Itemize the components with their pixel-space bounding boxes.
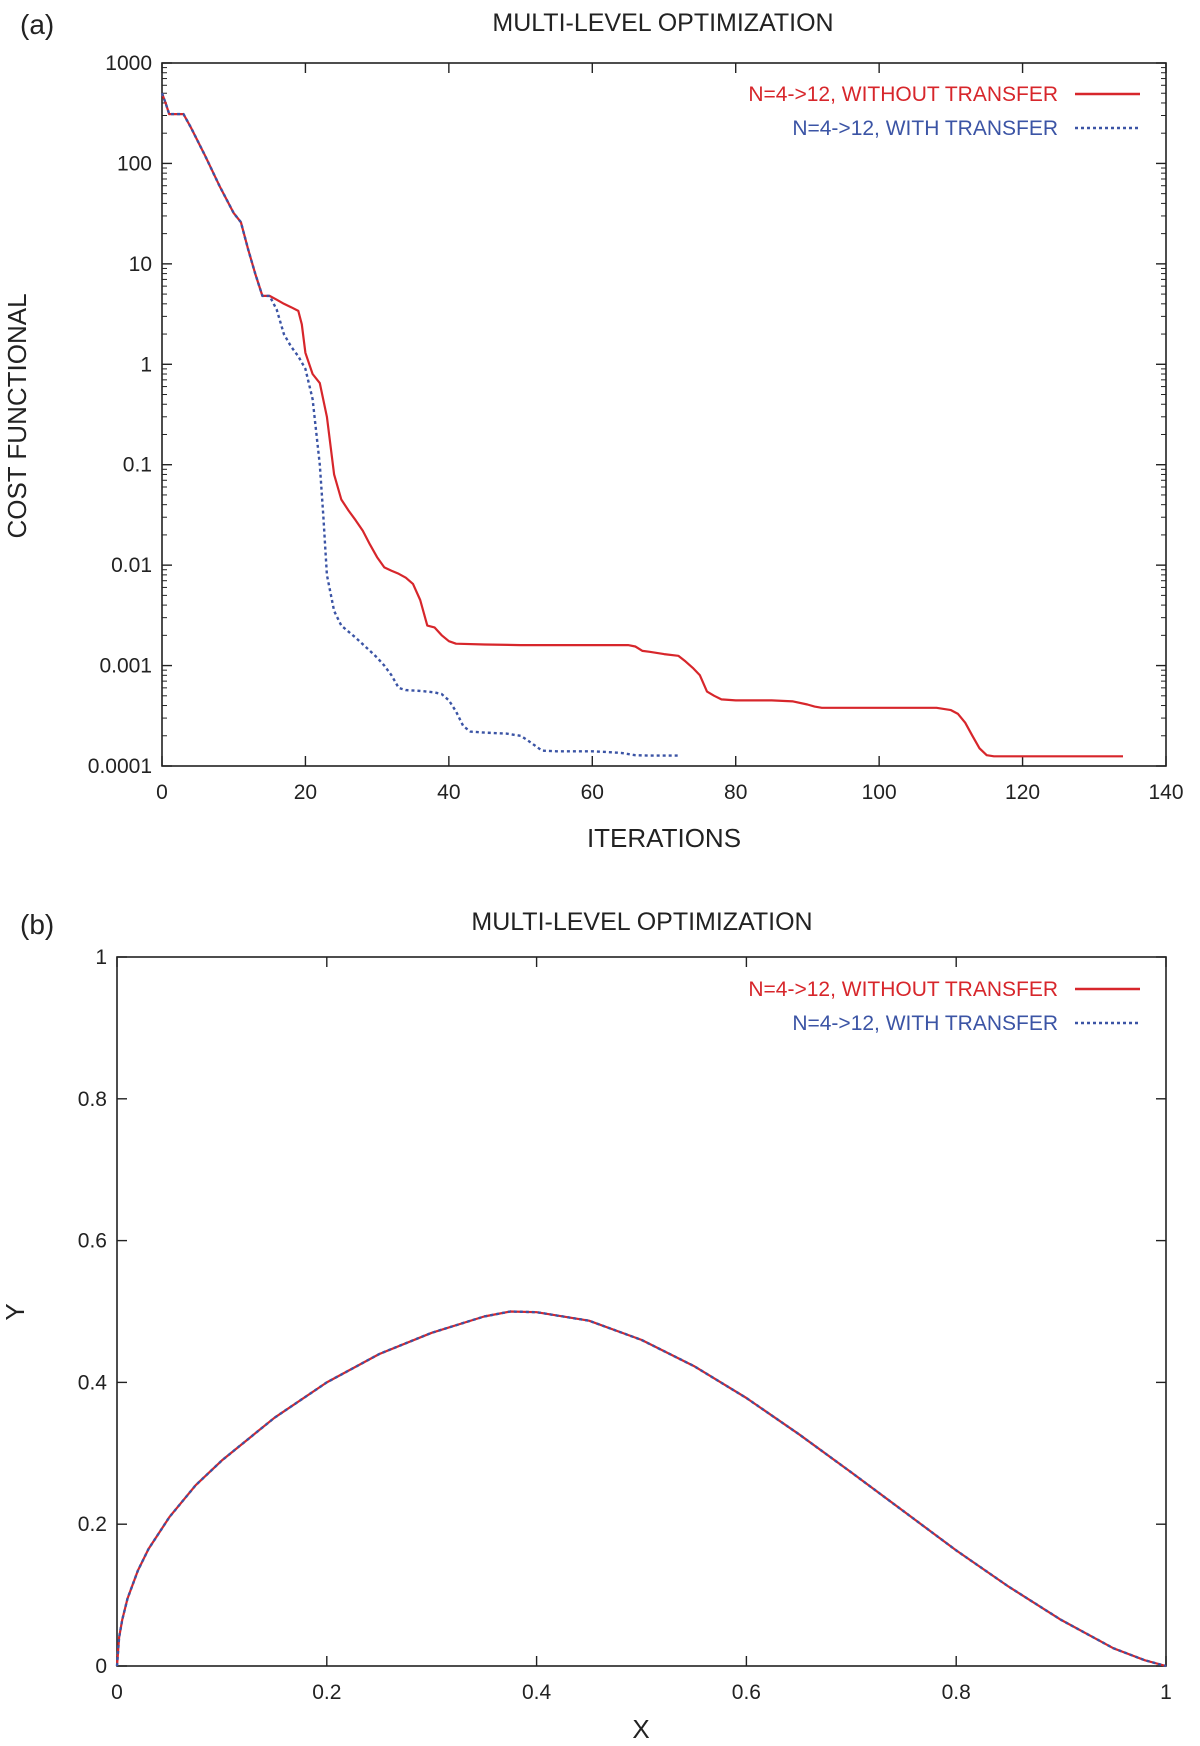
panel-b-x-tick-label: 0.8 (942, 1681, 971, 1704)
panel-b-tick-marks (116, 956, 1167, 1667)
panel-b-series (115, 1310, 1167, 1668)
panel-a-x-tick-labels: 0 20 40 60 80 100 120 140 (156, 781, 1183, 804)
panel-b-legend-label-with-transfer: N=4->12, WITH TRANSFER (792, 1012, 1058, 1035)
panel-a-x-tick-label: 120 (1005, 781, 1040, 804)
panel-a-series-line-without-transfer (160, 92, 1123, 758)
panel-a-legend: N=4->12, WITHOUT TRANSFER N=4->12, WITH … (748, 83, 1140, 140)
panel-a-tick-marks (161, 62, 1167, 767)
panel-a-y-tick-label: 100 (117, 152, 152, 175)
panel-a-label: (a) (20, 9, 54, 40)
panel-a-title: MULTI-LEVEL OPTIMIZATION (492, 9, 833, 37)
panel-b-x-tick-label: 0.6 (732, 1681, 761, 1704)
panel-a-y-tick-label: 0.01 (111, 554, 152, 577)
panel-a-y-tick-label: 0.001 (99, 655, 152, 678)
panel-b-label: (b) (20, 909, 54, 940)
panel-a-y-tick-label: 10 (129, 253, 152, 276)
panel-a-plot-frame (161, 62, 1167, 767)
panel-b-x-tick-label: 1 (1160, 1681, 1172, 1704)
panel-a-y-axis-label: COST FUNCTIONAL (2, 293, 32, 538)
panel-b-series-line-with-transfer (115, 1310, 1167, 1668)
panel-b-y-tick-label: 0 (95, 1655, 107, 1678)
panel-a-y-tick-label: 1000 (105, 52, 152, 75)
panel-a-x-tick-label: 80 (724, 781, 747, 804)
panel-b-series-line-without-transfer (115, 1310, 1167, 1668)
panel-b-y-tick-label: 0.4 (78, 1371, 108, 1394)
panel-b-y-tick-label: 1 (95, 946, 107, 969)
panel-a-x-axis-label: ITERATIONS (587, 823, 741, 853)
panel-a-y-tick-label: 1 (140, 353, 152, 376)
panel-b-title: MULTI-LEVEL OPTIMIZATION (471, 908, 812, 936)
panel-b-y-tick-label: 0.2 (78, 1513, 107, 1536)
panel-b-x-tick-label: 0.2 (312, 1681, 341, 1704)
panel-a-x-tick-label: 60 (581, 781, 604, 804)
panel-a-series (160, 92, 1123, 758)
panel-b-x-axis-label: X (632, 1714, 649, 1744)
panel-a-legend-label-without-transfer: N=4->12, WITHOUT TRANSFER (748, 83, 1058, 106)
panel-b-y-axis-label: Y (0, 1303, 30, 1320)
panel-a-x-tick-label: 40 (437, 781, 460, 804)
panel-a-x-tick-label: 140 (1148, 781, 1183, 804)
panel-b-x-tick-labels: 0 0.2 0.4 0.6 0.8 1 (111, 1681, 1172, 1704)
panel-b-y-tick-labels: 0 0.2 0.4 0.6 0.8 1 (78, 946, 108, 1678)
panel-a-series-line-with-transfer (160, 92, 679, 757)
panel-a-x-tick-label: 20 (294, 781, 317, 804)
panel-b-y-tick-label: 0.6 (78, 1230, 107, 1253)
panel-a-y-tick-label: 0.1 (123, 454, 152, 477)
panel-a-cost-functional-chart: (a) MULTI-LEVEL OPTIMIZATION 0 20 40 60 80 10… (2, 9, 1184, 853)
panel-b-legend-label-without-transfer: N=4->12, WITHOUT TRANSFER (748, 978, 1058, 1001)
panel-b-x-tick-label: 0.4 (522, 1681, 552, 1704)
panel-a-x-tick-label: 100 (862, 781, 897, 804)
panel-a-y-tick-labels: 0.0001 0.001 0.01 0.1 1 10 100 1000 (88, 52, 152, 778)
panel-b-profile-chart: (b) MULTI-LEVEL OPTIMIZATION 0 0.2 0.4 0.6 0… (0, 908, 1172, 1744)
panel-b-x-tick-label: 0 (111, 1681, 123, 1704)
panel-a-y-tick-label: 0.0001 (88, 755, 152, 778)
panel-b-legend: N=4->12, WITHOUT TRANSFER N=4->12, WITH … (748, 978, 1140, 1035)
panel-b-plot-frame (116, 956, 1167, 1667)
panel-a-legend-label-with-transfer: N=4->12, WITH TRANSFER (792, 117, 1058, 140)
panel-a-x-tick-label: 0 (156, 781, 168, 804)
panel-b-y-tick-label: 0.8 (78, 1088, 107, 1111)
